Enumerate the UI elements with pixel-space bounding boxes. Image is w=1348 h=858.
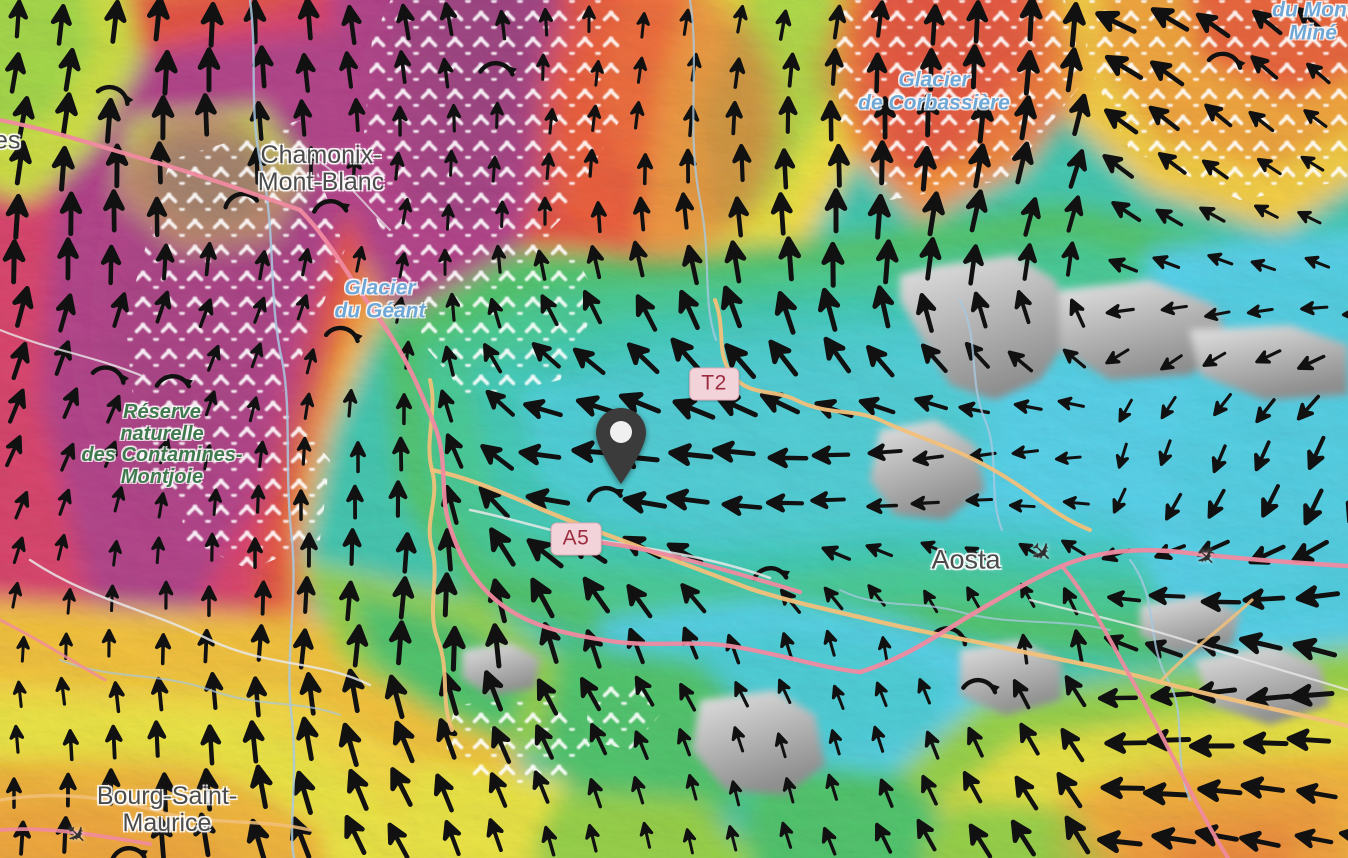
city-label-aosta: Aosta [931,544,1001,575]
glacier-label-mont-mine: du Mont Miné [1272,0,1348,44]
location-pin-icon[interactable] [593,407,649,485]
location-pin[interactable] [593,407,649,490]
city-label-bourg-saint-maurice: Bourg-Saint- Maurice [96,782,238,837]
glacier-label-corbassiere: Glacier de Corbassière [858,68,1010,114]
city-label-clipped: es [0,126,21,155]
road-shield-t2[interactable]: T2 [689,367,739,401]
city-label-chamonix: Chamonix- Mont-Blanc [257,141,385,196]
road-shield-a5[interactable]: A5 [550,522,602,556]
reserve-label-contamines-montjoie: Réserve naturelle des Contamines- Montjo… [81,400,243,488]
glacier-label-geant: Glacier du Géant [334,276,426,322]
